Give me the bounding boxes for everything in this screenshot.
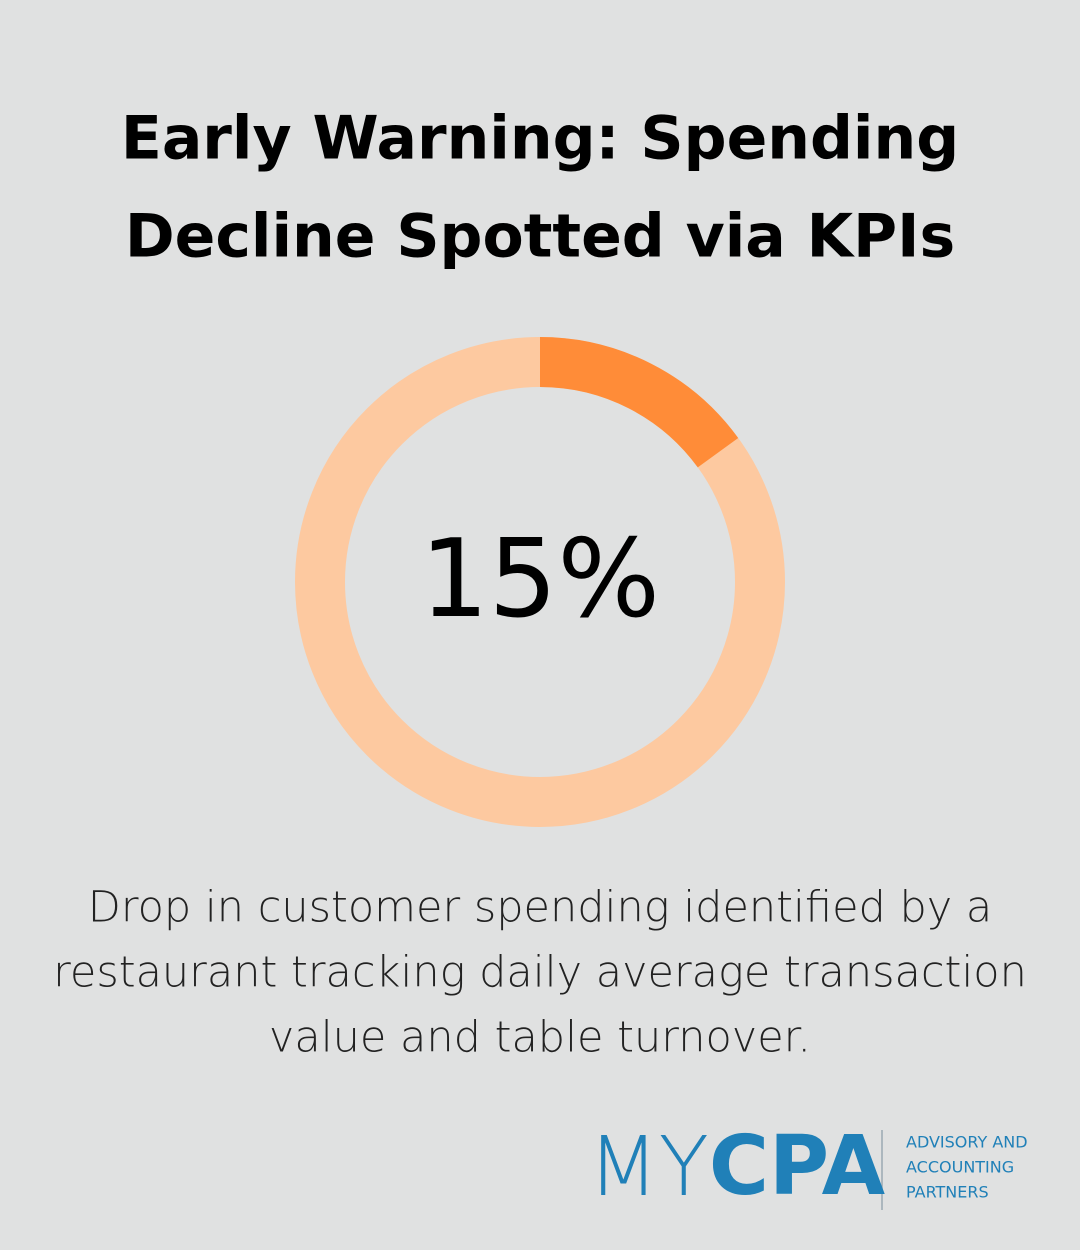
- logo-wordmark: MYCPA: [588, 1119, 886, 1214]
- caption: Drop in customer spending identified by …: [88, 883, 993, 933]
- chart-title: Decline Spotted via KPIs: [125, 202, 955, 272]
- logo-light: MY: [588, 1120, 709, 1215]
- donut-segment: [539, 337, 739, 468]
- logo-tagline: ADVISORY AND: [906, 1133, 1028, 1152]
- logo-tagline: ACCOUNTING: [906, 1158, 1014, 1177]
- logo-bold: CPA: [709, 1119, 886, 1214]
- caption: restaurant tracking daily average transa…: [53, 948, 1027, 998]
- chart-title: Early Warning: Spending: [121, 104, 959, 174]
- caption: value and table turnover.: [269, 1013, 811, 1063]
- value-label: 15%: [420, 517, 660, 642]
- logo-tagline: PARTNERS: [906, 1183, 989, 1202]
